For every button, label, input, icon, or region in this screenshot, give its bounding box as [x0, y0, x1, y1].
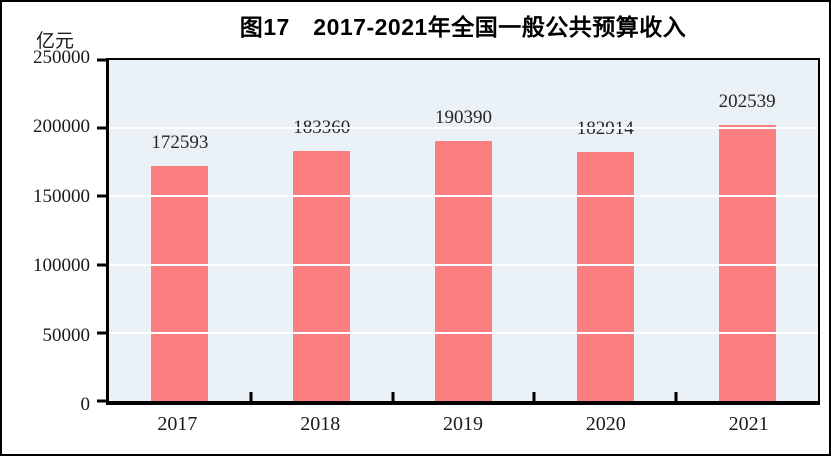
bar: [293, 150, 351, 401]
y-axis-tick-label: 200000: [33, 116, 90, 138]
bar: [718, 124, 776, 401]
x-axis-tick-label: 2021: [728, 413, 769, 435]
chart-title: 图17 2017-2021年全国一般公共预算收入: [239, 14, 687, 40]
bar-series: 172593 183360 190390 182914 202539: [109, 60, 818, 401]
bar-value-label: 190390: [434, 107, 492, 129]
x-axis-tick-mark: [249, 392, 253, 401]
gridline: [109, 195, 818, 198]
bar: [434, 141, 492, 401]
x-axis-tick-mark: [391, 392, 395, 401]
x-axis-tick-labels: 2017 2018 2019 2020 2021: [106, 413, 820, 436]
x-axis-tick-label: 2018: [300, 413, 341, 435]
y-axis-tick-mark: [97, 331, 106, 335]
y-axis-tick-label: 100000: [33, 255, 90, 277]
y-axis-tick-mark: [97, 58, 106, 62]
y-axis-tick-mark: [97, 399, 106, 403]
bar-value-label: 172593: [151, 131, 209, 153]
y-axis-tick-label: 250000: [33, 47, 90, 68]
bar-group-2018: 183360: [251, 60, 393, 401]
y-axis-tick-mark: [97, 263, 106, 267]
y-axis-tick-mark: [97, 194, 106, 198]
x-axis-tick-label: 2020: [585, 413, 626, 435]
y-axis-tick-mark: [97, 126, 106, 130]
x-axis-tick-label: 2019: [442, 413, 483, 435]
plot-area: 172593 183360 190390 182914 202539: [97, 58, 820, 405]
y-axis-tick-label: 150000: [33, 185, 90, 207]
x-axis-tick-label: 2017: [157, 413, 198, 435]
bar-group-2021: 202539: [676, 60, 818, 401]
x-axis-tick-mark: [674, 392, 678, 401]
bar-group-2020: 182914: [534, 60, 676, 401]
y-axis-unit-label: 亿元: [35, 31, 74, 52]
gridline: [109, 127, 818, 130]
bar-value-label: 202539: [718, 90, 776, 112]
y-axis-tick-label: 50000: [42, 324, 91, 346]
gridline: [109, 263, 818, 266]
bar-group-2019: 190390: [393, 60, 535, 401]
y-axis-tick-labels: 250000 200000 150000 100000 50000 0: [2, 48, 91, 415]
bar: [576, 151, 634, 401]
bar-group-2017: 172593: [109, 60, 251, 401]
x-axis-tick-mark: [532, 392, 536, 401]
gridline: [109, 331, 818, 334]
bar: [151, 165, 209, 401]
y-axis-tick-label: 0: [80, 394, 91, 415]
